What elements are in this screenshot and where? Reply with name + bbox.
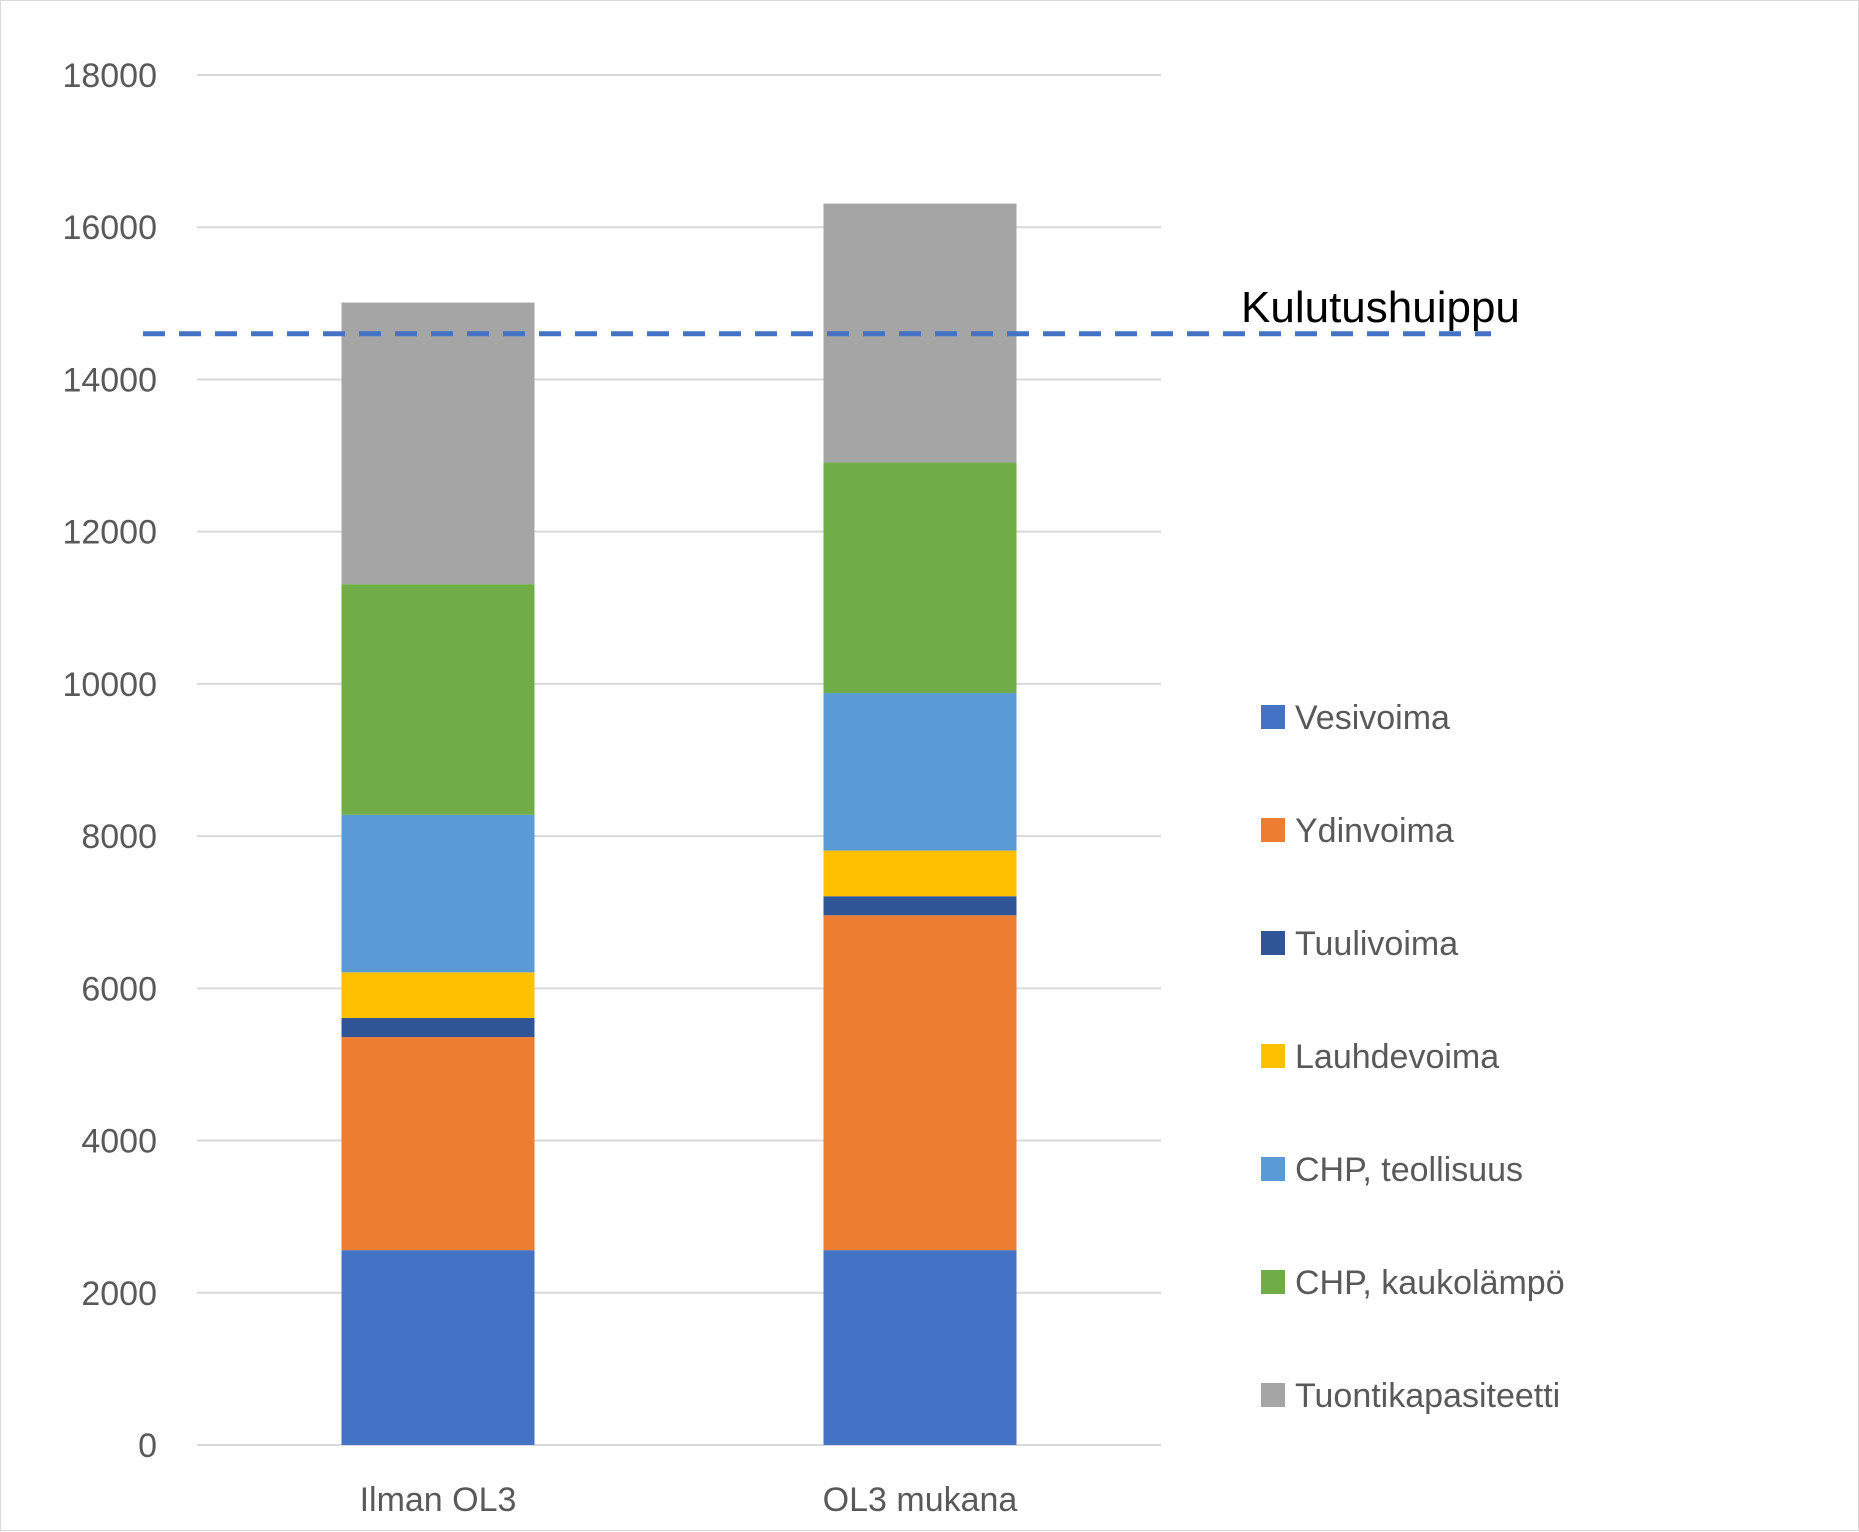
y-tick-label: 18000 <box>62 57 157 95</box>
legend-swatch <box>1261 931 1285 955</box>
legend-swatch <box>1261 1044 1285 1068</box>
reference-line-group: Kulutushuippu <box>143 283 1520 337</box>
bar-segment <box>823 915 1017 1251</box>
legend-label: CHP, kaukolämpö <box>1295 1264 1565 1302</box>
bar-segment <box>341 972 535 1019</box>
legend-swatch <box>1261 818 1285 842</box>
bar-segment <box>823 896 1017 916</box>
bar-segment <box>823 462 1017 694</box>
y-tick-label: 4000 <box>81 1123 157 1161</box>
legend-label: Tuontikapasiteetti <box>1295 1377 1560 1415</box>
bar-segment <box>341 584 535 815</box>
y-tick-label: 12000 <box>62 514 157 552</box>
legend-label: Tuulivoima <box>1295 925 1458 963</box>
bar-segment <box>341 302 535 585</box>
x-axis-categories: Ilman OL3 OL3 mukana <box>360 1481 1018 1519</box>
bar-segment <box>341 1037 535 1251</box>
bar-segment <box>341 1250 535 1445</box>
y-tick-label: 0 <box>138 1427 157 1465</box>
legend: Vesivoima Ydinvoima Tuulivoima Lauhdevoima C… <box>1261 699 1565 1415</box>
legend-label: CHP, teollisuus <box>1295 1151 1523 1189</box>
y-tick-label: 10000 <box>62 666 157 704</box>
bar-segment <box>341 814 535 973</box>
y-tick-label: 14000 <box>62 361 157 399</box>
x-category-label: Ilman OL3 <box>360 1481 517 1519</box>
legend-swatch <box>1261 1270 1285 1294</box>
bars <box>341 203 1017 1445</box>
bar-segment <box>823 693 1017 851</box>
legend-label: Ydinvoima <box>1295 812 1454 850</box>
bar-segment <box>823 1250 1017 1445</box>
y-tick-label: 6000 <box>81 970 157 1008</box>
bar-segment <box>823 850 1017 897</box>
legend-label: Vesivoima <box>1295 699 1450 737</box>
legend-swatch <box>1261 705 1285 729</box>
x-category-label: OL3 mukana <box>823 1481 1018 1519</box>
y-tick-label: 2000 <box>81 1275 157 1313</box>
y-tick-label: 16000 <box>62 209 157 247</box>
y-axis-ticks: 0 2000 4000 6000 8000 10000 12000 14000 16000 180… <box>62 57 157 1465</box>
legend-swatch <box>1261 1157 1285 1181</box>
bar-segment <box>341 1018 535 1038</box>
legend-label: Lauhdevoima <box>1295 1038 1499 1076</box>
legend-swatch <box>1261 1383 1285 1407</box>
y-tick-label: 8000 <box>81 818 157 856</box>
reference-line-label: Kulutushuippu <box>1241 283 1520 332</box>
